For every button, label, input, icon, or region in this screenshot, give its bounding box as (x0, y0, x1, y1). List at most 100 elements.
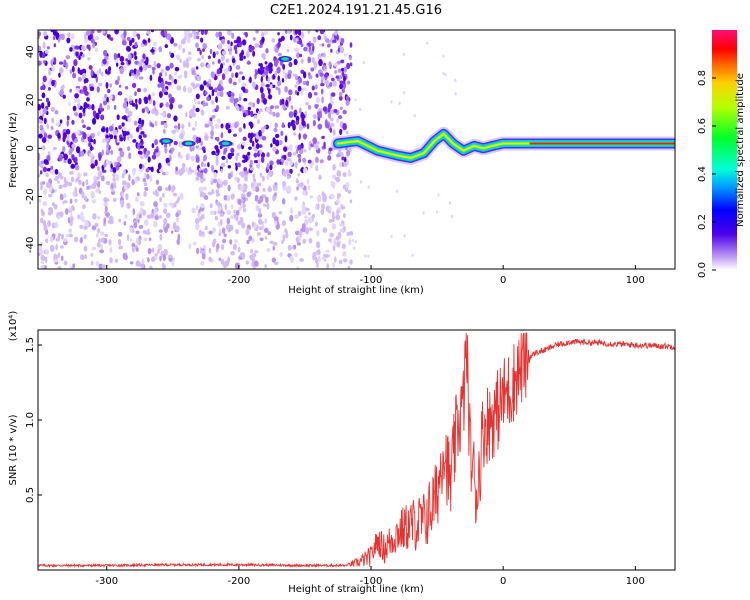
heatmap-cell (334, 70, 338, 74)
heatmap-cell (38, 198, 42, 203)
snr-panel: -300 -200 -100 0 100 0.5 1.0 1.5 (x10⁴) Height… (8, 311, 676, 595)
heatmap-cell (62, 132, 67, 139)
snr-y-axis-label: SNR (10 * v/v) (8, 414, 19, 485)
heatmap-cell (203, 134, 209, 141)
heatmap-cell (136, 192, 140, 197)
heatmap-cell (199, 49, 202, 56)
heatmap-cell (307, 159, 312, 164)
heatmap-cell (281, 198, 286, 205)
heatmap-cell (154, 148, 159, 153)
heatmap-cell (82, 132, 87, 140)
heatmap-cell (212, 61, 215, 65)
heatmap-cell (299, 257, 304, 263)
heatmap-cell (42, 53, 46, 59)
snr-xtick-tick-label: 0 (500, 576, 506, 587)
heatmap-cell (256, 97, 260, 105)
heatmap-cell (138, 134, 142, 140)
heatmap-cell (260, 76, 264, 83)
heatmap-cell (195, 204, 199, 211)
ridge-blob (184, 141, 193, 146)
heatmap-cell (185, 61, 189, 69)
heatmap-cell (260, 126, 265, 134)
heatmap-cell (327, 155, 332, 161)
heatmap-cell (273, 241, 278, 247)
heatmap-cell (277, 75, 280, 82)
heatmap-cell (336, 34, 339, 41)
heatmap-cell (332, 80, 337, 87)
heatmap-cell (66, 37, 71, 44)
heatmap-cell (95, 176, 100, 180)
heatmap-cell (77, 76, 82, 82)
spectrogram-ytick-label: 40 (25, 45, 36, 58)
heatmap-cell (202, 254, 206, 260)
heatmap-cell (233, 213, 237, 218)
heatmap-cell (345, 99, 350, 106)
heatmap-cell (231, 72, 234, 78)
heatmap-cell (50, 125, 54, 130)
heatmap-cell (306, 178, 310, 185)
heatmap-cell (105, 212, 110, 217)
heatmap-cell (302, 87, 307, 91)
heatmap-cell (91, 199, 96, 204)
heatmap-cell (227, 184, 231, 192)
heatmap-cell (276, 66, 281, 74)
heatmap-cell (129, 227, 134, 232)
heatmap-cell (307, 56, 312, 64)
heatmap-cell (103, 49, 108, 57)
heatmap-cell (162, 254, 166, 262)
heatmap-cell (50, 165, 54, 170)
heatmap-cell (241, 141, 246, 146)
heatmap-cell (214, 123, 219, 129)
heatmap-cell (51, 79, 55, 87)
heatmap-cell (297, 85, 302, 92)
heatmap-cell (173, 115, 178, 122)
heatmap-cell (290, 105, 294, 110)
heatmap-cell (151, 92, 156, 97)
heatmap-cell (142, 53, 146, 60)
heatmap-cell (304, 215, 308, 219)
heatmap-cell (333, 108, 338, 114)
heatmap-cell (208, 120, 213, 127)
heatmap-cell (159, 255, 162, 262)
heatmap-cell (55, 33, 59, 40)
heatmap-cell (131, 37, 135, 43)
heatmap-cell (288, 144, 293, 151)
heatmap-cell (152, 100, 156, 107)
heatmap-cell (270, 105, 274, 110)
heatmap-cell (311, 56, 315, 64)
heatmap-cell (302, 190, 306, 196)
heatmap-cell (321, 256, 326, 260)
heatmap-cell (226, 209, 232, 216)
heatmap-cell (300, 89, 304, 96)
heatmap-cell (277, 80, 282, 87)
heatmap-cell (362, 61, 365, 65)
heatmap-cell (233, 209, 236, 214)
heatmap-cell (330, 74, 333, 79)
heatmap-cell (123, 221, 127, 226)
heatmap-cell (253, 114, 258, 119)
heatmap-cell (288, 89, 293, 96)
heatmap-cell (177, 122, 181, 130)
heatmap-cell (40, 129, 46, 134)
heatmap-cell (253, 260, 259, 267)
heatmap-cell (67, 216, 71, 224)
heatmap-cell (153, 105, 156, 113)
heatmap-cell (215, 31, 219, 38)
heatmap-cell (80, 254, 85, 261)
heatmap-cell (69, 198, 73, 204)
heatmap-cell (138, 214, 142, 219)
heatmap-cell (55, 254, 59, 259)
heatmap-cell (235, 65, 241, 70)
heatmap-cell (159, 196, 163, 203)
heatmap-cell (165, 80, 168, 85)
heatmap-cell (125, 58, 129, 62)
heatmap-cell (251, 257, 256, 262)
heatmap-cell (177, 196, 180, 203)
heatmap-cell (322, 65, 327, 70)
heatmap-cell (225, 158, 229, 164)
heatmap-cell (41, 137, 47, 143)
heatmap-cell (175, 225, 180, 232)
heatmap-cell (157, 244, 162, 250)
heatmap-cell (159, 233, 163, 241)
heatmap-cell (116, 138, 121, 143)
